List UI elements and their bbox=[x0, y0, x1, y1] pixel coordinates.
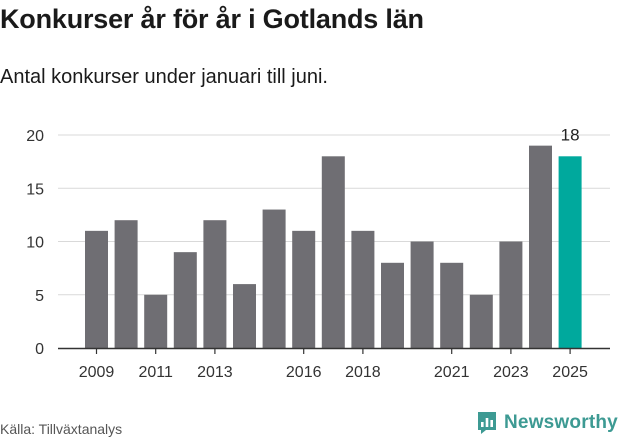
bar-2016 bbox=[292, 230, 316, 348]
bar-2013 bbox=[203, 220, 227, 348]
x-tick-label: 2025 bbox=[552, 364, 588, 381]
x-tick-label: 2011 bbox=[138, 364, 173, 381]
bar-2014 bbox=[233, 284, 256, 348]
bar-2017 bbox=[321, 156, 345, 348]
bar-2011 bbox=[144, 294, 168, 348]
x-tick-label: 2021 bbox=[434, 364, 470, 381]
bar-2020 bbox=[410, 241, 434, 348]
brand-name: Newsworthy bbox=[504, 412, 618, 433]
bar-2009 bbox=[85, 230, 108, 348]
bar-chart: 0 5 10 15 20 2009 2011 2013 2016 2018 2021 2023 202… bbox=[26, 125, 610, 381]
bar-2012 bbox=[173, 252, 197, 348]
bars bbox=[85, 145, 582, 348]
x-tick-label: 2009 bbox=[79, 364, 115, 381]
bar-2022 bbox=[469, 294, 493, 348]
source-note: Källa: Tillväxtanalys bbox=[0, 421, 123, 437]
chart-subtitle: Antal konkurser under januari till juni. bbox=[0, 66, 328, 88]
x-tick-label: 2018 bbox=[345, 364, 381, 381]
bar-2015 bbox=[262, 209, 286, 348]
y-tick-label: 0 bbox=[35, 341, 44, 358]
bar-2018 bbox=[351, 230, 375, 348]
brand-logo: Newsworthy bbox=[476, 408, 618, 438]
x-tick-label: 2023 bbox=[493, 364, 529, 381]
y-tick-label: 20 bbox=[26, 128, 44, 145]
bar-2025 bbox=[558, 156, 582, 348]
bar-2024 bbox=[529, 145, 552, 348]
bar-labels: 18 bbox=[561, 125, 580, 144]
y-tick-label: 5 bbox=[35, 288, 44, 305]
newsworthy-logo-icon bbox=[478, 412, 496, 434]
x-tick-label: 2013 bbox=[197, 364, 233, 381]
x-tick-label: 2016 bbox=[286, 364, 322, 381]
bar-2019 bbox=[381, 262, 404, 348]
y-tick-label: 15 bbox=[26, 181, 44, 198]
chart-title: Konkurser år för år i Gotlands län bbox=[0, 4, 424, 34]
bar-2010 bbox=[114, 220, 138, 348]
x-axis-ticks: 2009 2011 2013 2016 2018 2021 2023 2025 bbox=[58, 347, 610, 381]
bar-2021 bbox=[440, 262, 464, 348]
y-tick-label: 10 bbox=[26, 235, 44, 252]
bar-2023 bbox=[499, 241, 523, 348]
highlight-bar-label: 18 bbox=[561, 125, 580, 144]
y-axis-ticks: 0 5 10 15 20 bbox=[26, 128, 44, 358]
